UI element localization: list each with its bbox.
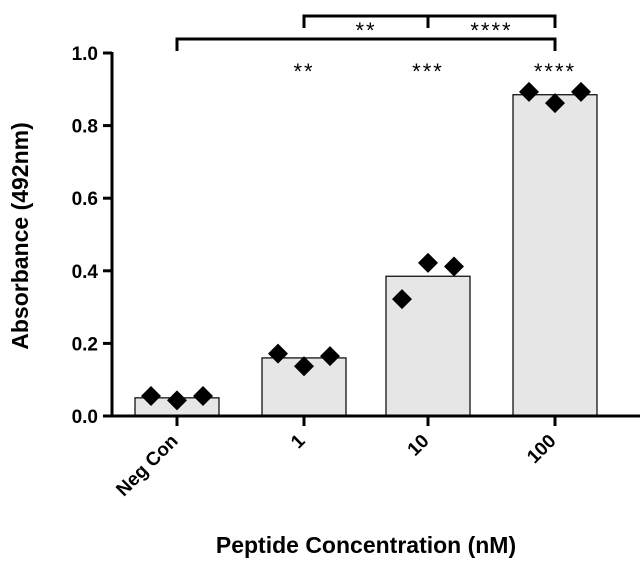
data-point	[294, 356, 314, 377]
x-tick-label: Neg Con	[112, 431, 182, 501]
data-point	[268, 343, 288, 364]
data-point	[444, 256, 464, 277]
y-tick-label: 0.4	[72, 262, 99, 283]
y-tick-label: 1.0	[72, 44, 98, 65]
points-layer	[141, 81, 591, 411]
significance-bracket	[175, 37, 557, 51]
significance-layer: ** ****** *** ****	[175, 14, 576, 84]
bar-10	[385, 275, 471, 417]
bar-100	[512, 94, 598, 417]
x-tick-label: 100	[523, 431, 560, 468]
data-point	[571, 81, 591, 102]
data-point	[320, 346, 340, 367]
data-point	[141, 386, 161, 407]
significance-label: ***	[412, 59, 444, 84]
significance-label: **	[355, 18, 376, 43]
y-tick-label: 0.8	[72, 117, 98, 138]
data-point	[519, 81, 539, 102]
data-point	[167, 390, 187, 411]
y-tick-label: 0.6	[72, 189, 98, 210]
bars-layer	[134, 94, 598, 417]
x-tick-label: 1	[287, 430, 310, 453]
data-point	[545, 93, 565, 114]
x-tick-label: 10	[404, 431, 434, 461]
data-point	[418, 252, 438, 273]
significance-label: **	[293, 59, 314, 84]
y-tick-label: 0.0	[72, 407, 98, 428]
x-axis-title: Peptide Concentration (nM)	[216, 532, 516, 558]
data-point	[193, 386, 213, 407]
data-point	[392, 289, 412, 310]
significance-label: ****	[534, 59, 576, 84]
significance-bracket	[426, 14, 557, 28]
y-axis-title: Absorbance (492nm)	[7, 122, 33, 350]
y-tick-label: 0.2	[72, 334, 98, 355]
